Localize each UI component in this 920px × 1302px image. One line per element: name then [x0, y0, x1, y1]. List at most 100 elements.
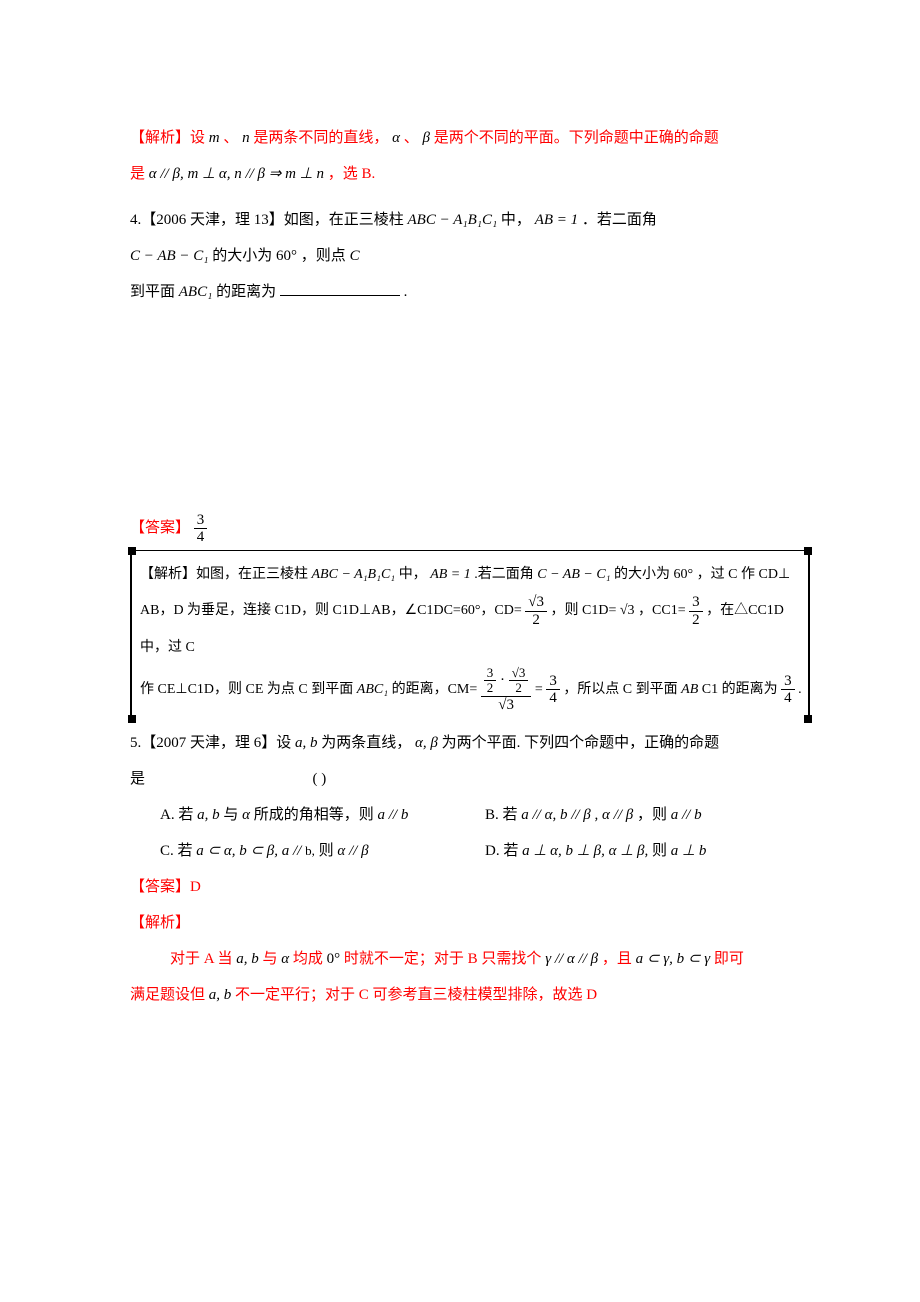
document-page: 【解析】设 m 、 n 是两条不同的直线， α 、 β 是两个不同的平面。下列命…	[0, 0, 920, 1302]
text: 5.【2007 天津，理 6】设	[130, 735, 291, 751]
expr: γ // α // β	[545, 951, 598, 967]
text: ，CC1=	[638, 603, 686, 618]
text: 中，	[501, 212, 531, 228]
text: .若二面角	[474, 567, 534, 582]
denominator: 4	[781, 690, 795, 707]
text: 、	[404, 130, 419, 146]
text: 为两条直线，	[321, 735, 411, 751]
text: 所成的角相等，则	[254, 807, 374, 823]
question-4-line2: C − AB − C₁ 的大小为 60° ，则点 C	[130, 238, 810, 274]
fraction-distance: 3 4	[781, 673, 795, 707]
text: ，所以点 C 到平面	[563, 682, 677, 697]
var-alpha: α	[392, 130, 400, 146]
numerator: 3	[546, 673, 560, 691]
denominator: 4	[194, 529, 208, 546]
option-a: A. 若 a, b 与 α 所成的角相等，则 a // b	[160, 797, 485, 833]
text: 满足题设但	[130, 987, 205, 1003]
text: 对于 A 当	[170, 951, 233, 967]
text: 是	[130, 166, 145, 182]
option-row-1: A. 若 a, b 与 α 所成的角相等，则 a // b B. 若 a // …	[160, 797, 810, 833]
text: ．若二面角	[582, 212, 657, 228]
numerator: 3	[689, 594, 703, 612]
denominator: 4	[546, 690, 560, 707]
analysis-label: 【解析】	[130, 130, 190, 146]
expr: α	[242, 807, 250, 823]
expr: a // α, b // β , α // β	[521, 807, 633, 823]
analysis-box: 【解析】如图，在正三棱柱 ABC − A₁B₁C₁ 中， AB = 1 .若二面…	[130, 550, 810, 719]
analysis-label: 【解析】	[130, 915, 190, 931]
expr: a, b	[236, 951, 259, 967]
analysis-para-1: 【解析】设 m 、 n 是两条不同的直线， α 、 β 是两个不同的平面。下列命…	[130, 120, 810, 156]
text: 与	[223, 807, 238, 823]
expr: a ⊂ γ, b ⊂ γ	[636, 951, 710, 967]
text: C1 的距离为	[698, 682, 777, 697]
denominator: 2	[689, 612, 703, 629]
expr: a, b	[209, 987, 232, 1003]
text: 与	[263, 951, 278, 967]
box-line-2: AB，D 为垂足，连接 C1D，则 C1D⊥AB，∠C1DC=60°，CD= √…	[140, 593, 802, 666]
text: D. 若	[485, 843, 518, 859]
text: ，则	[637, 807, 667, 823]
analysis-para-1b: 是 α // β, m ⊥ α, n // β ⇒ m ⊥ n ，选 B.	[130, 156, 810, 192]
box-line-3: 作 CE⊥C1D，则 CE 为点 C 到平面 ABC₁ 的距离，CM= 32 ·…	[140, 666, 802, 713]
analysis-5-label: 【解析】	[130, 905, 810, 941]
text: 是	[130, 771, 145, 787]
var-n: n	[242, 130, 250, 146]
options-list: A. 若 a, b 与 α 所成的角相等，则 a // b B. 若 a // …	[160, 797, 810, 869]
box-line-1: 【解析】如图，在正三棱柱 ABC − A₁B₁C₁ 中， AB = 1 .若二面…	[140, 557, 802, 593]
answer-label: 【答案】	[130, 520, 190, 536]
expr: a, b	[197, 807, 220, 823]
text: 为两个平面. 下列四个命题中，正确的命题	[442, 735, 720, 751]
expr: a ⊂ α, b ⊂ β, a //	[196, 843, 301, 859]
expr: a ⊥ b	[671, 843, 707, 859]
complex-denominator: √3	[481, 696, 532, 714]
expr: a // b	[671, 807, 702, 823]
text: 到平面	[130, 284, 175, 300]
plane: ABC₁	[179, 284, 213, 300]
expr: C − AB − C₁	[537, 567, 610, 582]
text: 即可	[714, 951, 744, 967]
fraction-cc1: 3 2	[689, 594, 703, 628]
text: A. 若	[160, 807, 193, 823]
answer-4: 【答案】 3 4	[130, 510, 810, 546]
answer-value: D	[190, 879, 201, 895]
text: 中，	[399, 567, 427, 582]
answer-fraction: 3 4	[194, 512, 208, 546]
numerator: 3	[781, 673, 795, 691]
question-5-line2: 是 ( )	[130, 761, 810, 797]
option-c: C. 若 a ⊂ α, b ⊂ β, a // b, 则 α // β	[160, 833, 485, 869]
analysis-5-line1: 对于 A 当 a, b 与 α 均成 0° 时就不一定；对于 B 只需找个 γ …	[130, 941, 810, 977]
text: 如图，在正三棱柱	[196, 567, 308, 582]
expr: ABC₁	[357, 682, 388, 697]
zero-deg: 0°	[327, 951, 341, 967]
analysis-5-line2: 满足题设但 a, b 不一定平行；对于 C 可参考直三棱柱模型排除，故选 D	[130, 977, 810, 1013]
answer-blank	[280, 295, 400, 296]
expr: AB	[681, 682, 698, 697]
figure-placeholder	[130, 310, 810, 510]
numerator: 3	[194, 512, 208, 530]
expr: ABC − A₁B₁C₁	[312, 567, 396, 582]
expr: a ⊥ α, b ⊥ β, α ⊥ β,	[522, 843, 648, 859]
question-5-line1: 5.【2007 天津，理 6】设 a, b 为两条直线， α, β 为两个平面.…	[130, 725, 810, 761]
text: ，过 C 作 CD⊥	[697, 567, 790, 582]
text: 、	[223, 130, 238, 146]
text: 则	[319, 843, 334, 859]
sqrt: √3	[620, 603, 635, 618]
expr: α	[281, 951, 289, 967]
var-beta: β	[423, 130, 430, 146]
expr: 60°	[674, 567, 694, 582]
answer-paren: ( )	[313, 771, 327, 787]
text: 的大小为	[614, 567, 670, 582]
option-b: B. 若 a // α, b // β , α // β ，则 a // b	[485, 797, 810, 833]
fraction-cd: √3 2	[525, 594, 547, 628]
option-d: D. 若 a ⊥ α, b ⊥ β, α ⊥ β, 则 a ⊥ b	[485, 833, 810, 869]
text: 4.【2006 天津，理 13】如图，在正三棱柱	[130, 212, 404, 228]
text: 则	[652, 843, 667, 859]
text: 是两条不同的直线，	[253, 130, 388, 146]
text: 设	[190, 130, 205, 146]
denominator: 2	[525, 612, 547, 629]
text: 的距离为	[216, 284, 276, 300]
dihedral-angle: C − AB − C₁	[130, 248, 209, 264]
vars-ab: a, b	[295, 735, 318, 751]
expr: a // b	[378, 807, 409, 823]
